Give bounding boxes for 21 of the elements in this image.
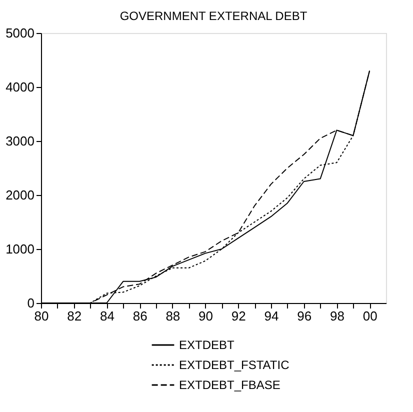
chart-title: GOVERNMENT EXTERNAL DEBT — [120, 9, 308, 23]
legend-label: EXTDEBT — [179, 338, 236, 352]
y-tick-label: 2000 — [6, 188, 34, 202]
y-tick-label: 1000 — [6, 242, 34, 256]
x-tick-label: 94 — [264, 308, 279, 324]
y-tick-label: 5000 — [6, 26, 34, 40]
x-tick-label: 96 — [297, 308, 312, 324]
y-tick-label: 3000 — [6, 134, 34, 148]
x-tick-label: 80 — [34, 308, 49, 324]
legend-label: EXTDEBT_FBASE — [179, 378, 280, 392]
x-tick-label: 98 — [330, 308, 344, 324]
y-tick-label: 0 — [27, 296, 34, 310]
x-tick-label: 92 — [231, 308, 246, 324]
x-tick-label: 88 — [166, 308, 180, 324]
x-tick-label: 90 — [198, 308, 214, 324]
x-tick-label: 00 — [362, 308, 378, 324]
x-tick-label: 82 — [67, 308, 82, 324]
x-tick-label: 86 — [132, 308, 148, 324]
legend-label: EXTDEBT_FSTATIC — [179, 358, 290, 372]
y-tick-label: 4000 — [6, 80, 34, 94]
x-tick-label: 84 — [100, 308, 114, 324]
